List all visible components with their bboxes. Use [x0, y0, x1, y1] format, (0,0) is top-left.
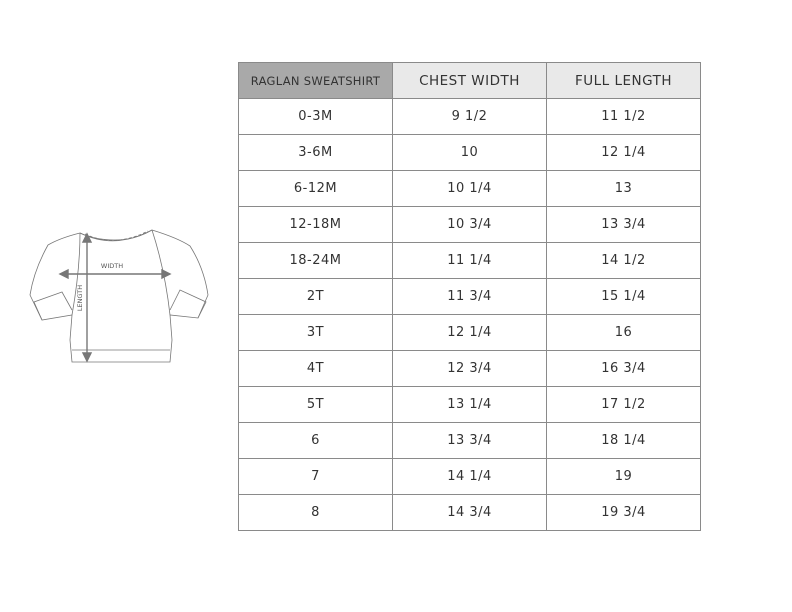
cell-size: 0-3M — [238, 98, 393, 135]
table-row: 2T 11 3/4 15 1/4 — [238, 278, 701, 315]
size-chart-table: RAGLAN SWEATSHIRT CHEST WIDTH FULL LENGT… — [238, 62, 701, 531]
table-row: 6-12M 10 1/4 13 — [238, 170, 701, 207]
header-full-length: FULL LENGTH — [546, 62, 701, 99]
table-row: 3-6M 10 12 1/4 — [238, 134, 701, 171]
cell-chest-width: 11 3/4 — [392, 278, 547, 315]
table-row: 12-18M 10 3/4 13 3/4 — [238, 206, 701, 243]
cell-chest-width: 14 1/4 — [392, 458, 547, 495]
table-row: 5T 13 1/4 17 1/2 — [238, 386, 701, 423]
table-row: 3T 12 1/4 16 — [238, 314, 701, 351]
length-label: LENGTH — [76, 285, 84, 311]
cell-size: 3T — [238, 314, 393, 351]
cell-chest-width: 10 1/4 — [392, 170, 547, 207]
cell-chest-width: 13 3/4 — [392, 422, 547, 459]
cell-chest-width: 10 3/4 — [392, 206, 547, 243]
cell-chest-width: 11 1/4 — [392, 242, 547, 279]
cell-full-length: 19 — [546, 458, 701, 495]
cell-full-length: 13 — [546, 170, 701, 207]
cell-size: 6 — [238, 422, 393, 459]
cell-size: 12-18M — [238, 206, 393, 243]
cell-chest-width: 12 1/4 — [392, 314, 547, 351]
table-row: 18-24M 11 1/4 14 1/2 — [238, 242, 701, 279]
cell-size: 4T — [238, 350, 393, 387]
sweatshirt-illustration: WIDTH LENGTH — [29, 229, 209, 363]
cell-full-length: 12 1/4 — [546, 134, 701, 171]
table-row: 0-3M 9 1/2 11 1/2 — [238, 98, 701, 135]
cell-chest-width: 10 — [392, 134, 547, 171]
cell-size: 7 — [238, 458, 393, 495]
header-size: RAGLAN SWEATSHIRT — [238, 62, 393, 99]
cell-full-length: 11 1/2 — [546, 98, 701, 135]
table-row: 7 14 1/4 19 — [238, 458, 701, 495]
cell-size: 18-24M — [238, 242, 393, 279]
cell-chest-width: 13 1/4 — [392, 386, 547, 423]
table-row: 8 14 3/4 19 3/4 — [238, 494, 701, 531]
cell-chest-width: 12 3/4 — [392, 350, 547, 387]
cell-full-length: 15 1/4 — [546, 278, 701, 315]
cell-full-length: 16 — [546, 314, 701, 351]
header-row: RAGLAN SWEATSHIRT CHEST WIDTH FULL LENGT… — [238, 62, 701, 99]
table-row: 4T 12 3/4 16 3/4 — [238, 350, 701, 387]
cell-size: 5T — [238, 386, 393, 423]
sweatshirt-body — [29, 229, 209, 363]
cell-chest-width: 14 3/4 — [392, 494, 547, 531]
cell-chest-width: 9 1/2 — [392, 98, 547, 135]
cell-full-length: 16 3/4 — [546, 350, 701, 387]
header-chest-width: CHEST WIDTH — [392, 62, 547, 99]
cell-full-length: 17 1/2 — [546, 386, 701, 423]
cell-size: 2T — [238, 278, 393, 315]
cell-size: 6-12M — [238, 170, 393, 207]
cell-full-length: 14 1/2 — [546, 242, 701, 279]
cell-full-length: 19 3/4 — [546, 494, 701, 531]
cell-full-length: 13 3/4 — [546, 206, 701, 243]
table-row: 6 13 3/4 18 1/4 — [238, 422, 701, 459]
cell-full-length: 18 1/4 — [546, 422, 701, 459]
cell-size: 3-6M — [238, 134, 393, 171]
width-label: WIDTH — [101, 262, 123, 270]
cell-size: 8 — [238, 494, 393, 531]
